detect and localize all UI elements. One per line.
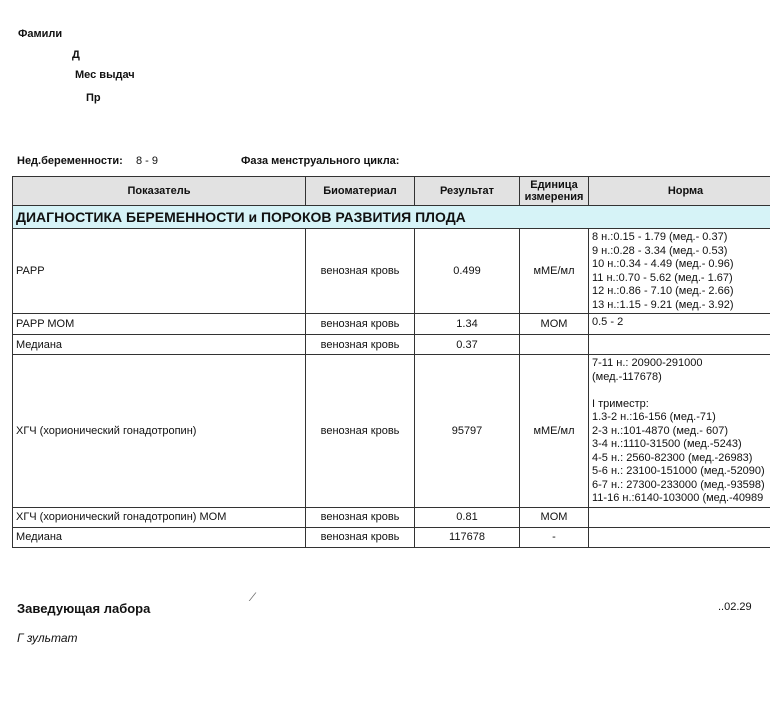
col-indicator: Показатель bbox=[12, 176, 306, 206]
result-cell: 0.499 bbox=[414, 228, 520, 314]
material-cell: венозная кровь bbox=[305, 313, 415, 335]
table-row: Медиана венозная кровь 0.37 bbox=[12, 334, 770, 355]
norm-line: 7-11 н.: 20900-291000 bbox=[592, 357, 703, 369]
result-cell: 1.34 bbox=[414, 313, 520, 335]
result-note: Г зультат bbox=[17, 631, 78, 645]
unit-cell: мМЕ/мл bbox=[519, 354, 589, 508]
material-cell: венозная кровь bbox=[305, 228, 415, 314]
norm-line: 10 н.:0.34 - 4.49 (мед.- 0.96) bbox=[592, 258, 734, 270]
norm-line: 5-6 н.: 23100-151000 (мед.-52090) bbox=[592, 465, 765, 477]
norm-line: 2-3 н.:101-4870 (мед.- 607) bbox=[592, 424, 728, 437]
table-row: Медиана венозная кровь 117678- bbox=[12, 526, 770, 548]
norm-cell bbox=[588, 526, 770, 548]
unit-cell: MOM bbox=[519, 313, 589, 335]
table-row: ХГЧ (хорионический гонадотропин) венозная… bbox=[12, 354, 770, 508]
date-fragment: ..02.29 bbox=[718, 601, 752, 613]
table-row: PAPP венозная кровь 0.499 мМЕ/мл 8 н.:0.15 -… bbox=[12, 228, 770, 314]
signature: ⁄ bbox=[252, 590, 255, 604]
unit-cell: MOM bbox=[519, 506, 589, 528]
norm-line: 4-5 н.: 2560-82300 (мед.-26983) bbox=[592, 451, 753, 464]
norm-line bbox=[592, 384, 770, 398]
norm-line: (мед.-117678) bbox=[592, 370, 662, 383]
norm-line: 11-16 н.:6140-103000 (мед.-40989 bbox=[592, 492, 764, 504]
material-cell: венозная кровь bbox=[305, 334, 415, 355]
dob-label: Д bbox=[72, 49, 80, 61]
table-row: ХГЧ (хорионический гонадотропин) MOM вено… bbox=[12, 506, 770, 528]
table-header-row: Показатель Биоматериал Результат Единица… bbox=[12, 176, 770, 206]
norm-line: 6-7 н.: 27300-233000 (мед.-93598) bbox=[592, 478, 765, 491]
pr-label: Пр bbox=[86, 92, 101, 104]
norm-line: I триместр: bbox=[592, 397, 649, 410]
indicator-cell: PAPP MOM bbox=[12, 313, 306, 335]
surname-label: Фамили bbox=[18, 28, 63, 40]
indicator-cell: Медиана bbox=[12, 334, 306, 355]
unit-cell: мМЕ/мл bbox=[519, 228, 589, 314]
indicator-cell: Медиана bbox=[12, 526, 306, 548]
material-cell: венозная кровь bbox=[305, 354, 415, 508]
col-unit: Единица измерения bbox=[519, 176, 589, 206]
norm-line: 12 н.:0.86 - 7.10 (мед.- 2.66) bbox=[592, 285, 734, 297]
norm-cell bbox=[588, 334, 770, 355]
indicator-cell: ХГЧ (хорионический гонадотропин) MOM bbox=[12, 506, 306, 528]
section-row: ДИАГНОСТИКА БЕРЕМЕННОСТИ и ПОРОКОВ РАЗВИ… bbox=[12, 205, 770, 229]
norm-cell: 8 н.:0.15 - 1.79 (мед.- 0.37) 9 н.:0.28 -… bbox=[588, 228, 770, 314]
col-result: Результат bbox=[414, 176, 520, 206]
norm-cell bbox=[588, 506, 770, 528]
material-cell: венозная кровь bbox=[305, 506, 415, 528]
norm-line: 0.5 - 2 bbox=[592, 316, 624, 328]
cycle-phase-label: Фаза менструального цикла: bbox=[241, 155, 400, 167]
section-title: ДИАГНОСТИКА БЕРЕМЕННОСТИ и ПОРОКОВ РАЗВИ… bbox=[12, 205, 770, 229]
unit-cell bbox=[519, 334, 589, 355]
norm-line: 8 н.:0.15 - 1.79 (мед.- 0.37) bbox=[592, 231, 728, 243]
unit-cell: - bbox=[519, 526, 589, 548]
norm-line: 1.3-2 н.:16-156 (мед.-71) bbox=[592, 411, 716, 423]
pregnancy-week-label: Нед.беременности: bbox=[17, 155, 123, 167]
result-cell: 95797 bbox=[414, 354, 520, 508]
issue-place-label: Мес выдач bbox=[75, 69, 135, 81]
indicator-cell: PAPP bbox=[12, 228, 306, 314]
results-table: Показатель Биоматериал Результат Единица… bbox=[12, 176, 770, 548]
result-cell: 117678 bbox=[414, 526, 520, 548]
norm-line: 9 н.:0.28 - 3.34 (мед.- 0.53) bbox=[592, 244, 728, 257]
head-of-lab-label: Заведующая лабора bbox=[17, 601, 151, 616]
table-row: PAPP MOM венозная кровь 1.34 MOM 0.5 - 2 bbox=[12, 313, 770, 335]
pregnancy-week-value: 8 - 9 bbox=[136, 155, 159, 167]
norm-cell: 7-11 н.: 20900-291000 (мед.-117678) I три… bbox=[588, 354, 770, 508]
norm-cell: 0.5 - 2 bbox=[588, 313, 770, 335]
norm-line: 3-4 н.:1110-31500 (мед.-5243) bbox=[592, 438, 742, 450]
material-cell: венозная кровь bbox=[305, 526, 415, 548]
col-norm: Норма bbox=[588, 176, 770, 206]
result-cell: 0.37 bbox=[414, 334, 520, 355]
result-cell: 0.81 bbox=[414, 506, 520, 528]
col-material: Биоматериал bbox=[305, 176, 415, 206]
norm-line: 13 н.:1.15 - 9.21 (мед.- 3.92) bbox=[592, 298, 734, 311]
norm-line: 11 н.:0.70 - 5.62 (мед.- 1.67) bbox=[592, 271, 733, 284]
indicator-cell: ХГЧ (хорионический гонадотропин) bbox=[12, 354, 306, 508]
